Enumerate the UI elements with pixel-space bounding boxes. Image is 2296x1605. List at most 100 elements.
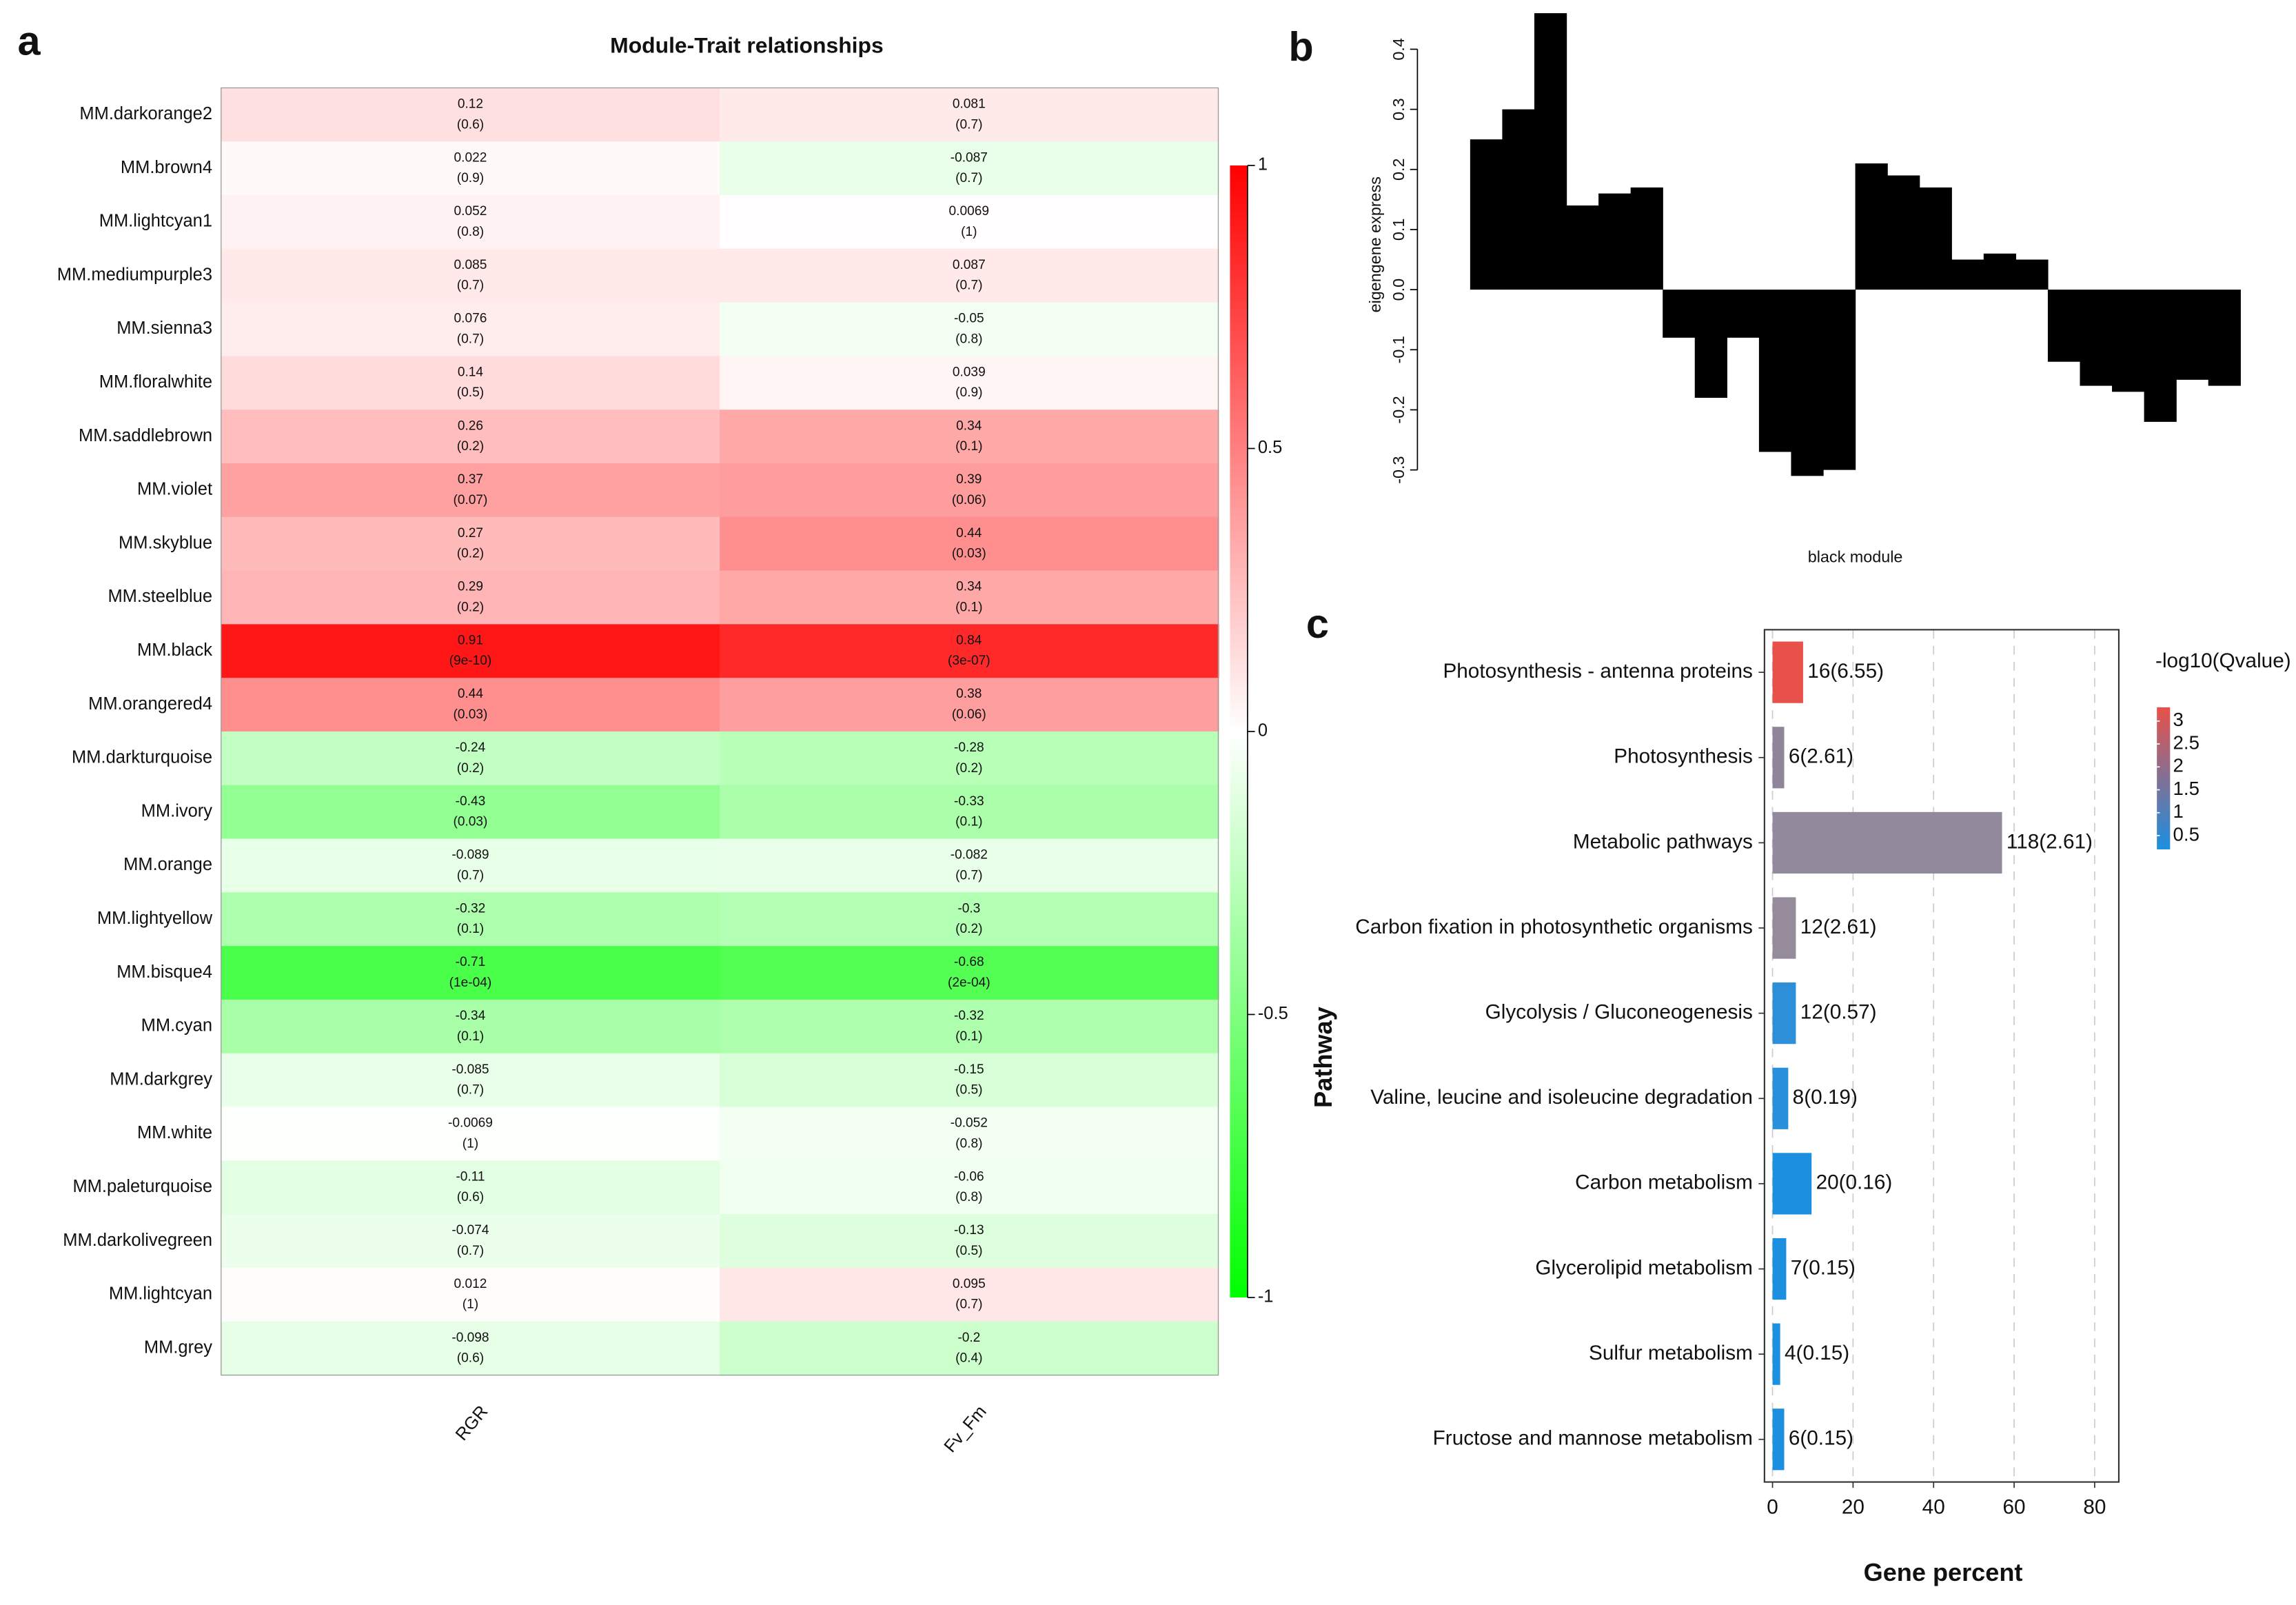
bar xyxy=(1758,290,1792,452)
bar xyxy=(1919,187,1952,290)
bar xyxy=(1470,139,1503,290)
bar xyxy=(1772,727,1785,789)
heatmap-cell xyxy=(221,624,721,679)
row-label: MM.mediumpurple3 xyxy=(57,265,212,284)
row-label: MM.darkgrey xyxy=(110,1069,212,1089)
heatmap-cell xyxy=(720,892,1219,947)
cell-p-label: (1) xyxy=(463,1136,478,1151)
y-tick-label: 0.3 xyxy=(1390,98,1408,120)
category-label: Metabolic pathways xyxy=(1573,830,1753,853)
bar xyxy=(1772,1238,1787,1300)
heatmap-cell xyxy=(720,785,1219,840)
row-label: MM.floralwhite xyxy=(99,372,212,392)
bar-label: 6(2.61) xyxy=(1789,745,1853,768)
cell-value: -0.089 xyxy=(451,848,489,862)
bar xyxy=(1566,205,1599,290)
cell-p-label: (0.7) xyxy=(955,279,982,293)
cell-value: -0.098 xyxy=(451,1331,489,1345)
cell-value: -0.06 xyxy=(954,1169,984,1184)
bar xyxy=(1694,290,1727,398)
cell-p-label: (0.7) xyxy=(955,1298,982,1312)
bar xyxy=(1598,193,1632,290)
cell-p-label: (0.7) xyxy=(955,171,982,185)
row-label: MM.paleturquoise xyxy=(72,1177,212,1196)
cell-value: -0.28 xyxy=(954,740,984,755)
cell-value: 0.29 xyxy=(458,580,483,594)
colorbar-tick-label: 0.5 xyxy=(1258,438,1282,457)
heatmap-cell xyxy=(720,624,1219,679)
heatmap-cell xyxy=(720,1321,1219,1376)
cell-value: 0.085 xyxy=(454,258,487,272)
cell-value: 0.34 xyxy=(956,418,982,433)
bar xyxy=(2144,290,2177,422)
heatmap-cell xyxy=(720,731,1219,786)
panel-letter: c xyxy=(1306,600,1329,647)
cell-p-label: (0.6) xyxy=(457,117,484,132)
cell-value: -0.13 xyxy=(954,1223,984,1238)
colorbar-tick-label: -1 xyxy=(1258,1287,1274,1306)
cell-p-label: (0.7) xyxy=(457,279,484,293)
x-tick-label: 40 xyxy=(1922,1496,1945,1519)
bar xyxy=(1823,290,1856,470)
row-label: MM.violet xyxy=(137,480,212,499)
cell-p-label: (0.1) xyxy=(955,600,982,614)
heatmap-cell xyxy=(221,356,721,411)
heatmap-cell xyxy=(221,141,721,196)
legend-tick-label: 2 xyxy=(2173,755,2184,776)
cell-value: 0.44 xyxy=(458,687,484,701)
heatmap-cell xyxy=(720,410,1219,465)
bar xyxy=(1772,811,2002,874)
cell-p-label: (0.5) xyxy=(457,385,484,400)
row-label: MM.white xyxy=(137,1123,212,1142)
category-label: Glycolysis / Gluconeogenesis xyxy=(1485,1001,1753,1024)
category-label: Photosynthesis xyxy=(1614,745,1753,768)
cell-p-label: (0.6) xyxy=(457,1190,484,1204)
cell-p-label: (0.7) xyxy=(457,332,484,346)
row-label: MM.lightcyan1 xyxy=(99,212,212,231)
heatmap-cell xyxy=(720,678,1219,733)
bar xyxy=(1887,175,1920,290)
x-tick-label: 80 xyxy=(2083,1496,2106,1519)
colorbar xyxy=(1230,165,1248,1298)
cell-value: 0.076 xyxy=(454,312,487,326)
heatmap-cell xyxy=(221,1160,721,1215)
y-tick-label: -0.2 xyxy=(1390,396,1408,423)
cell-value: -0.32 xyxy=(456,901,486,916)
cell-value: 0.012 xyxy=(454,1277,487,1291)
x-tick-label: 20 xyxy=(1842,1496,1865,1519)
heatmap-cell xyxy=(720,88,1219,143)
bar xyxy=(1663,290,1696,338)
cell-value: -0.68 xyxy=(954,955,984,969)
bar xyxy=(1772,1153,1812,1215)
row-label: MM.saddlebrown xyxy=(79,426,212,445)
heatmap-cell xyxy=(720,1107,1219,1162)
y-tick-label: 0.1 xyxy=(1390,219,1408,241)
heatmap-cell xyxy=(221,785,721,840)
cell-p-label: (0.1) xyxy=(955,1029,982,1044)
cell-p-label: (0.2) xyxy=(457,600,484,614)
legend-tick-label: 1 xyxy=(2173,800,2184,822)
heatmap-cell xyxy=(720,999,1219,1054)
cell-p-label: (0.03) xyxy=(453,815,487,829)
cell-p-label: (0.2) xyxy=(955,922,982,936)
bar xyxy=(1772,982,1796,1044)
cell-value: -0.085 xyxy=(451,1062,489,1077)
row-label: MM.darkorange2 xyxy=(79,104,212,123)
y-axis-label: eigengene express xyxy=(1366,176,1384,312)
bar xyxy=(2047,290,2081,362)
cell-value: -0.15 xyxy=(954,1062,984,1077)
row-label: MM.black xyxy=(137,640,212,660)
cell-p-label: (0.1) xyxy=(457,1029,484,1044)
bar xyxy=(1983,253,2016,290)
heatmap-cell xyxy=(221,195,721,250)
cell-value: 0.38 xyxy=(956,687,982,701)
cell-value: -0.052 xyxy=(951,1116,988,1131)
cell-value: -0.3 xyxy=(957,901,980,916)
bar xyxy=(1630,187,1663,290)
cell-p-label: (0.07) xyxy=(453,493,487,507)
cell-value: -0.34 xyxy=(456,1009,486,1023)
plot-border xyxy=(1763,629,2120,1483)
legend-colorbar xyxy=(2157,707,2171,849)
bar-label: 118(2.61) xyxy=(2007,830,2093,853)
heatmap-cell xyxy=(221,1267,721,1322)
